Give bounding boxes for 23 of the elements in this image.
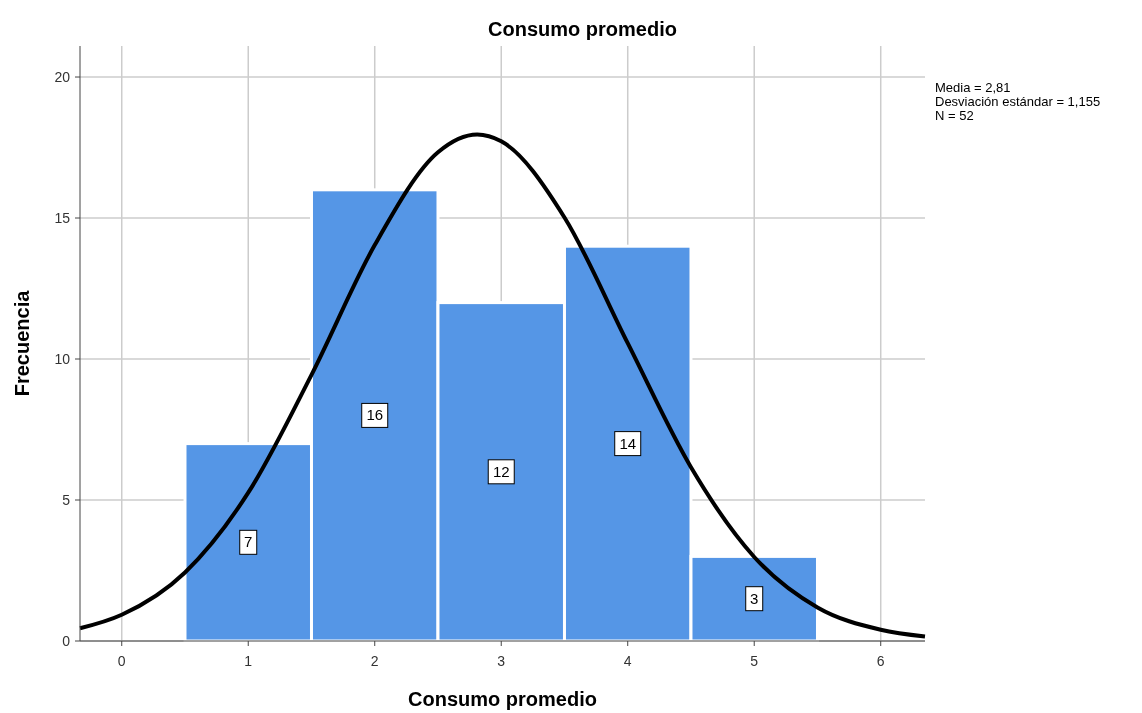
data-label: 3 bbox=[750, 589, 759, 607]
y-tick-label: 5 bbox=[62, 492, 71, 508]
text: N = 52 bbox=[935, 108, 974, 123]
text: Media = 2,81 bbox=[935, 80, 1011, 95]
y-tick-label: 10 bbox=[54, 351, 71, 368]
y-tick-label: 15 bbox=[54, 210, 71, 227]
data-label: 14 bbox=[619, 434, 637, 452]
text: Desviación estándar = 1,155 bbox=[935, 94, 1101, 109]
x-tick-label: 1 bbox=[244, 653, 253, 669]
data-label: 7 bbox=[244, 533, 253, 551]
x-tick-label: 6 bbox=[876, 653, 885, 669]
y-axis-title: Frecuencia bbox=[11, 289, 33, 397]
x-axis-title: Consumo promedio bbox=[408, 688, 597, 710]
x-tick-label: 0 bbox=[117, 653, 126, 669]
data-label: 16 bbox=[366, 406, 384, 424]
chart-title: Consumo promedio bbox=[488, 18, 677, 40]
x-tick-label: 3 bbox=[497, 653, 506, 669]
x-tick-label: 4 bbox=[623, 653, 632, 669]
data-label: 12 bbox=[492, 462, 510, 480]
x-tick-label: 5 bbox=[750, 653, 759, 669]
y-tick-label: 20 bbox=[54, 69, 71, 86]
y-tick-label: 0 bbox=[62, 633, 71, 649]
x-tick-label: 2 bbox=[370, 653, 379, 669]
